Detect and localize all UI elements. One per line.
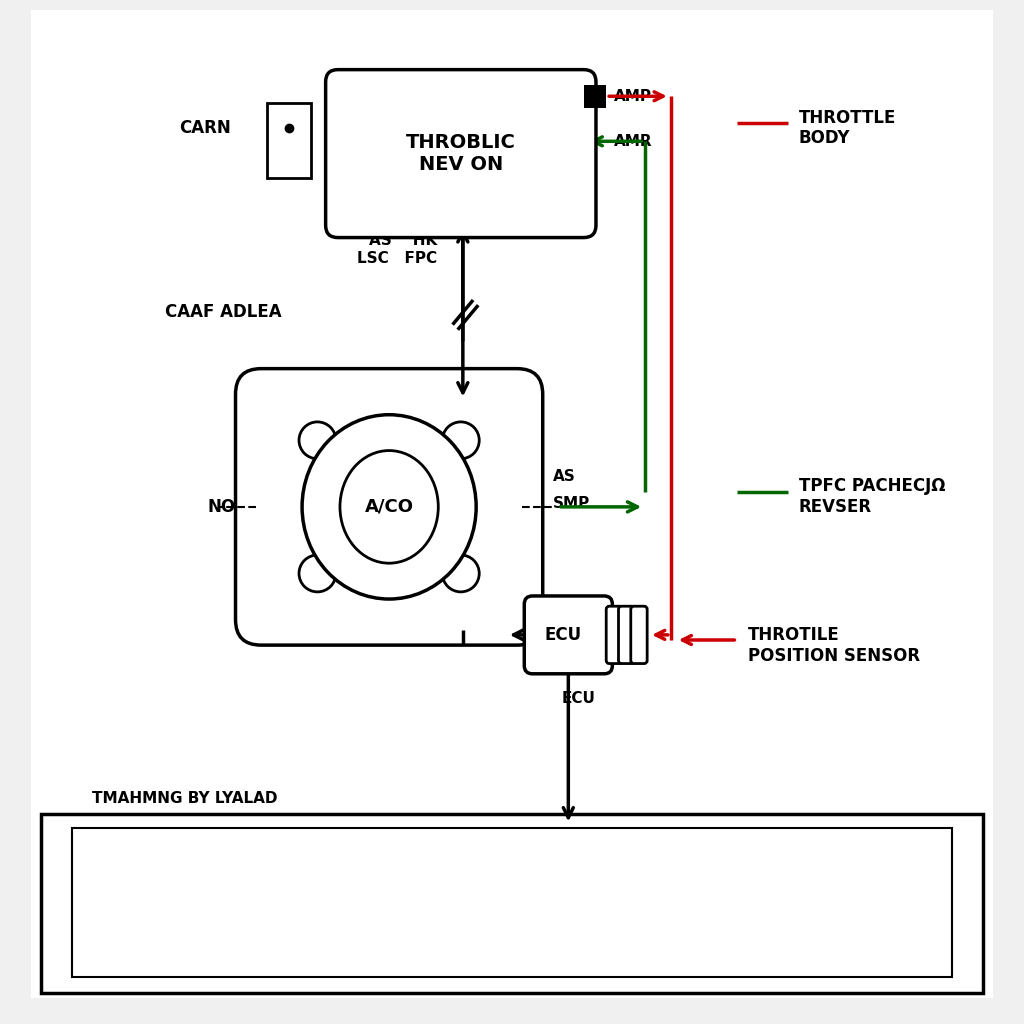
Text: TPFC PACHECJΩ
REVSER: TPFC PACHECJΩ REVSER <box>799 477 945 516</box>
Text: THROTTLE
BODY: THROTTLE BODY <box>799 109 896 147</box>
Text: ECU: ECU <box>545 626 582 644</box>
Text: AS: AS <box>553 469 575 483</box>
Text: AMP: AMP <box>614 89 652 103</box>
Text: SMP: SMP <box>553 497 590 511</box>
FancyBboxPatch shape <box>584 85 606 108</box>
Text: CAAF ADLEA: CAAF ADLEA <box>165 303 282 322</box>
FancyBboxPatch shape <box>631 606 647 664</box>
Text: TMAHMNG BY LYALAD: TMAHMNG BY LYALAD <box>92 792 278 806</box>
Text: NO: NO <box>208 498 236 516</box>
FancyBboxPatch shape <box>236 369 543 645</box>
Text: ECU: ECU <box>561 691 596 707</box>
FancyBboxPatch shape <box>326 70 596 238</box>
FancyBboxPatch shape <box>524 596 612 674</box>
Text: THROBLIC
NEV ON: THROBLIC NEV ON <box>406 133 516 174</box>
Text: CARN: CARN <box>179 119 230 137</box>
Circle shape <box>299 422 336 459</box>
FancyBboxPatch shape <box>606 606 623 664</box>
Circle shape <box>442 422 479 459</box>
Ellipse shape <box>340 451 438 563</box>
Circle shape <box>442 555 479 592</box>
Text: AS    HK: AS HK <box>369 233 437 248</box>
FancyBboxPatch shape <box>72 828 952 977</box>
Text: AMR: AMR <box>614 134 653 148</box>
Text: LSC   FPC: LSC FPC <box>357 251 437 265</box>
Text: THROTILE
POSITION SENSOR: THROTILE POSITION SENSOR <box>748 626 920 665</box>
Ellipse shape <box>302 415 476 599</box>
FancyBboxPatch shape <box>31 10 993 998</box>
FancyBboxPatch shape <box>267 103 311 178</box>
Circle shape <box>299 555 336 592</box>
FancyBboxPatch shape <box>618 606 635 664</box>
FancyBboxPatch shape <box>41 814 983 993</box>
Text: A/CO: A/CO <box>365 498 414 516</box>
